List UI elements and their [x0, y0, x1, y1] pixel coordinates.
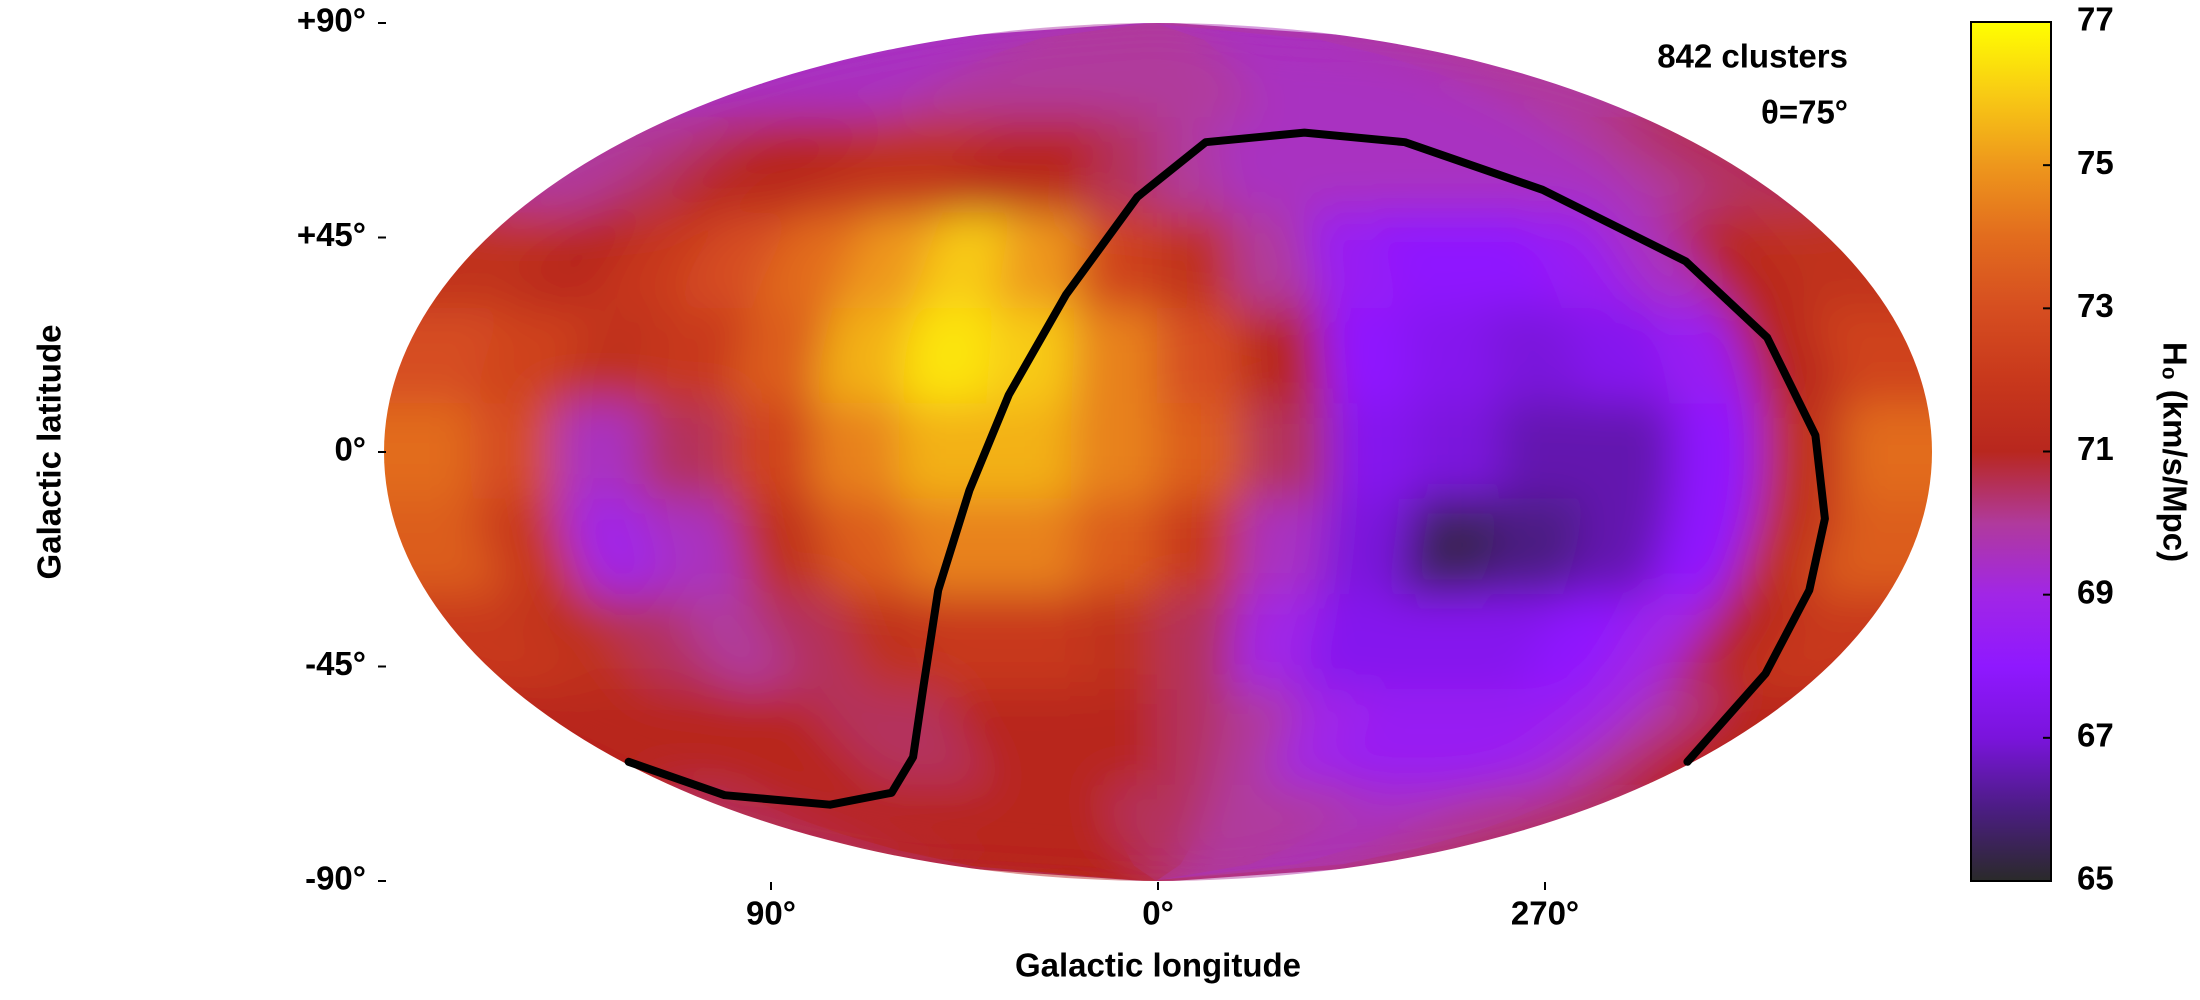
heat-cell — [814, 498, 917, 596]
heat-cell — [1319, 308, 1416, 406]
heat-cell — [814, 308, 917, 406]
heat-cell — [1327, 403, 1418, 501]
heat-cell — [1399, 308, 1502, 406]
heat-cell — [1238, 308, 1330, 406]
colorbar-tick-label: 65 — [2077, 860, 2114, 897]
heat-cell — [1584, 403, 1676, 501]
heat-cell — [1399, 498, 1502, 596]
heat-cell — [1805, 308, 1932, 406]
heat-cell — [1319, 498, 1416, 596]
y-tick-label: -45° — [305, 645, 366, 682]
heat-cell — [1157, 594, 1241, 692]
annotation: θ=75° — [1761, 94, 1848, 131]
heat-cell — [1157, 498, 1245, 596]
x-tick-label: 90° — [746, 895, 796, 932]
heat-cell — [900, 308, 997, 406]
annotation: 842 clusters — [1657, 38, 1848, 75]
x-axis-label: Galactic longitude — [1015, 947, 1301, 984]
contour-curve — [624, 128, 1829, 809]
heat-cell — [1157, 403, 1246, 501]
y-tick-label: +90° — [297, 2, 366, 39]
heat-cell — [554, 403, 647, 501]
colorbar-label: H₀ (km/s/Mpc) — [2156, 342, 2193, 562]
x-tick-label: 0° — [1142, 895, 1174, 932]
y-tick-label: -90° — [305, 860, 366, 897]
colorbar — [1970, 21, 2052, 882]
colorbar-tick-label: 77 — [2077, 1, 2114, 38]
colorbar-tick-label: 75 — [2077, 144, 2114, 181]
heat-cell — [1157, 308, 1245, 406]
heat-cell — [1755, 403, 1848, 501]
heat-cell — [1071, 498, 1159, 596]
heat-cell — [726, 403, 818, 501]
heat-cell — [1669, 403, 1762, 501]
x-tick-label: 270° — [1511, 895, 1579, 932]
heat-cell — [1242, 403, 1332, 501]
heat-cell — [1238, 498, 1330, 596]
heat-cell — [1413, 403, 1504, 501]
heat-cell — [1498, 403, 1590, 501]
heatmap — [384, 23, 1932, 881]
colorbar-tick-label: 73 — [2077, 287, 2114, 324]
heat-cell — [1075, 594, 1159, 692]
heat-cell — [986, 498, 1078, 596]
heat-cell — [1157, 212, 1241, 310]
colorbar-tick-label: 69 — [2077, 573, 2114, 610]
heat-cell — [468, 403, 561, 501]
heat-cell — [1071, 308, 1159, 406]
colorbar-tick-label: 71 — [2077, 430, 2114, 467]
overlay: +90° +45° 0° -45° -90° 90° 0° 270° — [297, 2, 1829, 932]
heat-cell — [640, 403, 732, 501]
heat-cell — [1070, 403, 1159, 501]
y-tick-label: +45° — [297, 216, 366, 253]
heat-cell — [1840, 403, 1932, 501]
y-axis-label: Galactic latitude — [31, 325, 68, 580]
colorbar-tick-label: 67 — [2077, 717, 2114, 754]
y-tick-label: 0° — [334, 431, 366, 468]
heat-cell — [1805, 498, 1932, 596]
sky-map — [384, 23, 1932, 881]
heat-cell — [812, 403, 903, 501]
